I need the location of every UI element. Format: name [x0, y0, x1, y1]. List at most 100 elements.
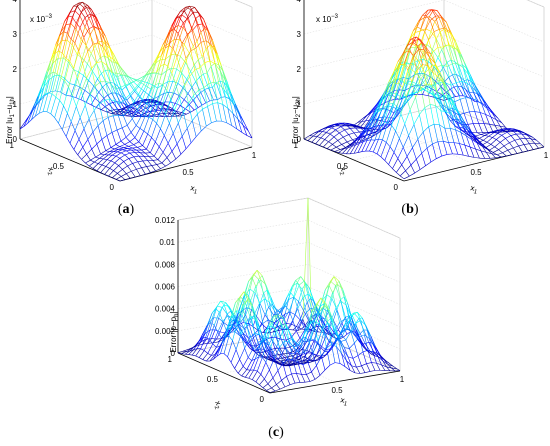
- mesh-segment: [423, 9, 429, 18]
- mesh-segment: [78, 139, 84, 148]
- mesh-segment: [112, 72, 119, 87]
- mesh-segment: [155, 128, 161, 143]
- mesh-segment: [313, 359, 319, 361]
- mesh-segment: [58, 105, 64, 124]
- mesh-segment: [355, 329, 362, 341]
- mesh-segment: [297, 338, 303, 345]
- mesh-segment: [205, 322, 211, 338]
- mesh-segment: [264, 298, 270, 303]
- mesh-segment: [207, 103, 213, 107]
- mesh-segment: [160, 47, 166, 67]
- mesh-segment: [96, 139, 103, 145]
- mesh-segment: [443, 29, 449, 33]
- mesh-segment: [134, 137, 139, 143]
- mesh-segment: [242, 299, 248, 306]
- mesh-segment: [298, 284, 304, 298]
- mesh-segment: [207, 29, 212, 45]
- mesh-segment: [146, 137, 152, 150]
- mesh-segment: [59, 21, 65, 36]
- mesh-segment: [131, 171, 136, 178]
- mesh-segment: [446, 111, 452, 115]
- mesh-segment: [439, 27, 445, 30]
- mesh-segment: [137, 161, 142, 168]
- mesh-segment: [204, 28, 211, 46]
- mesh-segment: [165, 45, 170, 49]
- mesh-segment: [292, 308, 299, 321]
- mesh-segment: [417, 66, 422, 73]
- mesh-segment: [216, 53, 222, 67]
- mesh-segment: [333, 132, 340, 138]
- mesh-segment: [344, 347, 349, 357]
- mesh-segment: [295, 343, 301, 346]
- mesh-segment: [311, 365, 317, 373]
- mesh-segment: [126, 173, 131, 179]
- mesh-segment: [490, 130, 496, 133]
- mesh-segment: [81, 91, 86, 106]
- mesh-segment: [230, 349, 237, 363]
- mesh-segment: [460, 129, 467, 133]
- mesh-segment: [483, 145, 490, 151]
- mesh-segment: [235, 349, 240, 360]
- mesh-segment: [215, 308, 220, 313]
- mesh-segment: [182, 27, 189, 35]
- mesh-segment: [83, 118, 90, 129]
- mesh-segment: [303, 280, 309, 295]
- mesh-segment: [240, 334, 245, 349]
- mesh-segment: [294, 363, 300, 366]
- mesh-segment: [223, 82, 228, 88]
- mesh-segment: [118, 165, 123, 170]
- mesh-segment: [241, 132, 248, 136]
- mesh-segment: [311, 307, 316, 316]
- mesh-segment: [184, 76, 190, 86]
- mesh-segment: [96, 143, 101, 155]
- y-tick-label: 0.5: [207, 375, 219, 384]
- mesh-segment: [82, 51, 88, 64]
- mesh-segment: [489, 124, 494, 133]
- mesh-segment: [442, 67, 449, 78]
- mesh-segment: [382, 360, 387, 367]
- mesh-segment: [289, 341, 295, 349]
- mesh-segment: [95, 153, 101, 158]
- mesh-segment: [262, 387, 267, 391]
- mesh-segment: [181, 353, 186, 355]
- mesh-segment: [69, 130, 76, 144]
- mesh-segment: [428, 39, 433, 53]
- mesh-segment: [221, 307, 228, 315]
- mesh-segment: [242, 366, 247, 370]
- mesh-segment: [376, 139, 383, 155]
- mesh-segment: [132, 78, 138, 81]
- mesh-segment: [366, 362, 372, 364]
- mesh-segment: [511, 153, 518, 156]
- mesh-segment: [417, 52, 424, 68]
- y-axis-label: x2: [44, 166, 57, 177]
- mesh-segment: [248, 314, 255, 325]
- mesh-segment: [82, 139, 89, 148]
- mesh-segment: [63, 105, 68, 114]
- mesh-segment: [326, 144, 333, 149]
- mesh-segment: [101, 73, 107, 84]
- mesh-segment: [121, 89, 128, 101]
- mesh-segment: [259, 332, 266, 346]
- mesh-segment: [275, 308, 281, 313]
- mesh-segment: [62, 113, 68, 130]
- mesh-segment: [79, 27, 85, 38]
- mesh-segment: [189, 69, 196, 77]
- mesh-segment: [180, 56, 186, 63]
- mesh-segment: [367, 139, 371, 141]
- y-tick-label: 0: [110, 183, 115, 192]
- mesh-segment: [283, 353, 288, 358]
- mesh-segment: [417, 139, 422, 154]
- mesh-segment: [409, 93, 415, 100]
- mesh-segment: [262, 339, 268, 358]
- mesh-segment: [153, 146, 160, 157]
- mesh-segment: [366, 363, 371, 372]
- mesh-segment: [419, 72, 425, 75]
- mesh-segment: [233, 314, 240, 325]
- mesh-segment: [264, 307, 269, 315]
- mesh-segment: [319, 304, 325, 312]
- mesh-segment: [221, 330, 227, 339]
- mesh-segment: [90, 104, 97, 108]
- mesh-segment: [335, 126, 342, 130]
- mesh-segment: [180, 99, 185, 106]
